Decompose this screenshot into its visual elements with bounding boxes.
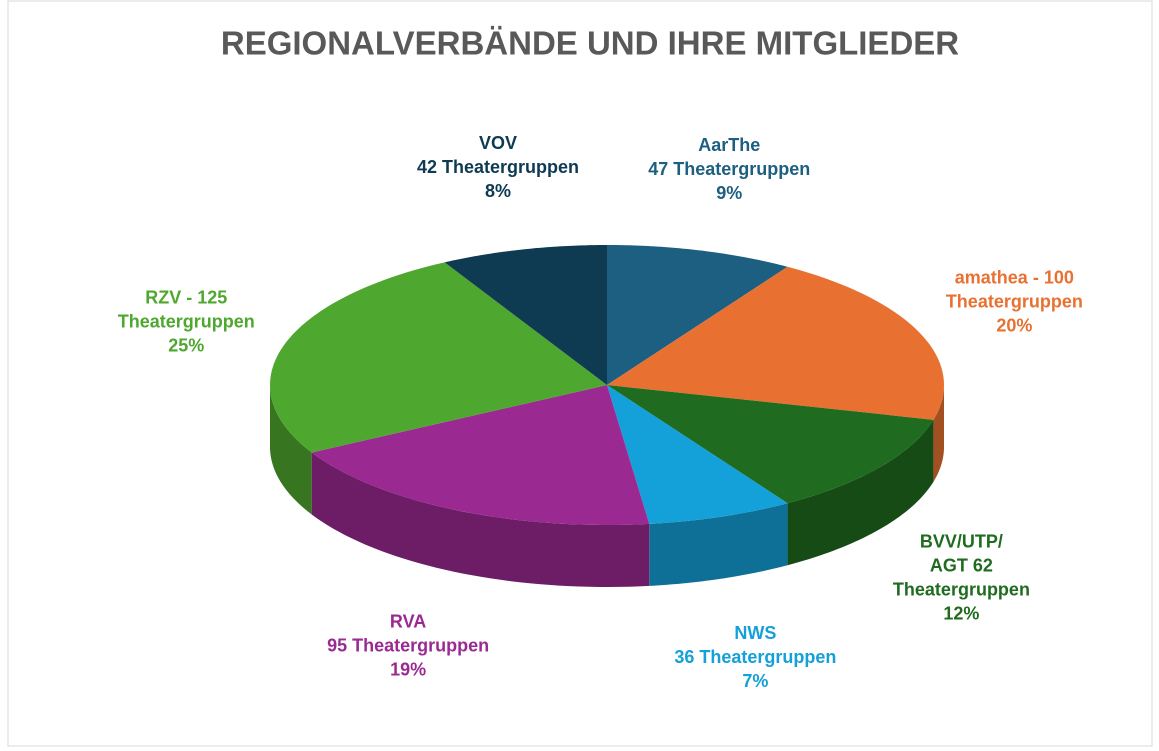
- label-line: 42 Theatergruppen: [417, 157, 579, 177]
- label-line: AGT 62: [930, 555, 993, 575]
- slice: [607, 245, 788, 385]
- slice-side: [933, 385, 944, 482]
- label-line: 47 Theatergruppen: [648, 159, 810, 179]
- label-line: AarThe: [698, 135, 760, 155]
- value-label: 19%: [390, 659, 426, 679]
- slice-side: [270, 385, 312, 515]
- label-line: 95 Theatergruppen: [327, 635, 489, 655]
- data-label: AarThe 47 Theatergruppen 9%: [648, 135, 810, 203]
- slice-side: [311, 452, 650, 587]
- value-label: 12%: [943, 603, 979, 623]
- data-label: VOV 42 Theatergruppen 8%: [417, 133, 579, 201]
- slice: [444, 245, 607, 385]
- slice: [607, 385, 934, 504]
- slice: [607, 266, 944, 420]
- chart-title: REGIONALVERBÄNDE UND IHRE MITGLIEDER: [221, 25, 959, 62]
- data-label: BVV/UTP/AGT 62 Theatergruppen 12%: [893, 531, 1030, 623]
- slice: [270, 262, 607, 453]
- label-line: amathea - 100: [955, 267, 1074, 287]
- slice-side: [787, 419, 934, 566]
- label-line: Theatergruppen: [893, 579, 1030, 599]
- label-line: Theatergruppen: [118, 311, 255, 331]
- data-label: RZV - 125 Theatergruppen 25%: [118, 287, 255, 355]
- label-line: BVV/UTP/: [920, 531, 1003, 551]
- data-label: amathea - 100 Theatergruppen 20%: [946, 267, 1083, 335]
- value-label: 9%: [716, 183, 742, 203]
- label-line: RZV - 125: [145, 287, 227, 307]
- label-line: NWS: [734, 623, 776, 643]
- label-line: RVA: [390, 611, 426, 631]
- data-label: RVA 95 Theatergruppen 19%: [327, 611, 489, 679]
- data-label: NWS 36 Theatergruppen 7%: [674, 623, 836, 691]
- value-label: 8%: [485, 181, 511, 201]
- label-line: VOV: [479, 133, 517, 153]
- slice: [607, 385, 788, 524]
- value-label: 20%: [996, 315, 1032, 335]
- slice: [311, 385, 650, 525]
- label-line: Theatergruppen: [946, 291, 1083, 311]
- slice-side: [649, 503, 788, 586]
- value-label: 25%: [168, 335, 204, 355]
- label-line: 36 Theatergruppen: [674, 647, 836, 667]
- value-label: 7%: [742, 671, 768, 691]
